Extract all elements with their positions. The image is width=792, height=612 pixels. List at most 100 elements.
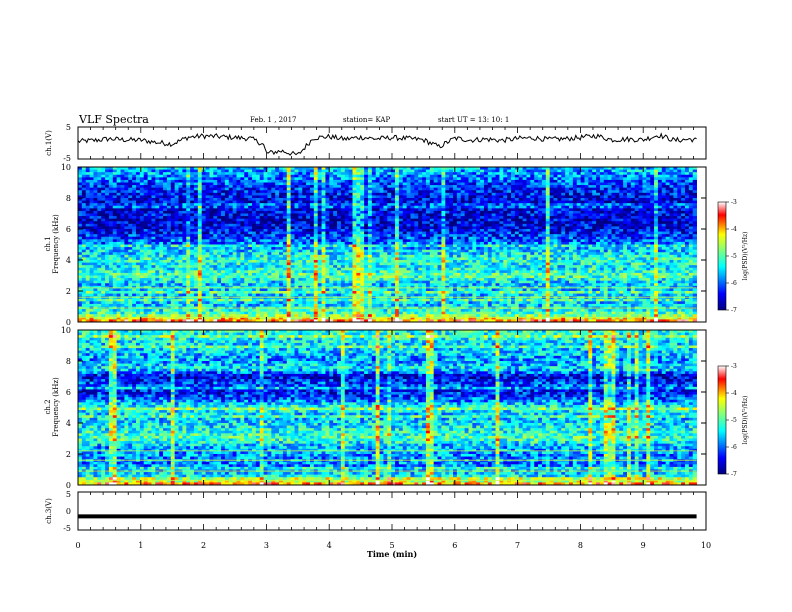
spectrogram-cell — [465, 185, 469, 188]
spectrogram-cell — [360, 175, 364, 178]
spectrogram-cell — [179, 201, 183, 204]
spectrogram-cell — [182, 190, 186, 193]
spectrogram-cell — [240, 221, 244, 224]
spectrogram-cell — [530, 180, 534, 183]
spectrogram-cell — [295, 208, 299, 211]
spectrogram-cell — [635, 224, 639, 227]
spectrogram-cell — [534, 185, 538, 188]
spectrogram-cell — [519, 206, 523, 209]
spectrogram-cell — [670, 172, 674, 175]
spectrogram-cell — [546, 206, 550, 209]
spectrogram-cell — [619, 242, 623, 245]
spectrogram-cell — [685, 232, 689, 235]
spectrogram-cell — [356, 206, 360, 209]
spectrogram-cell — [565, 208, 569, 211]
spectrogram-cell — [600, 216, 604, 219]
spectrogram-cell — [403, 211, 407, 214]
spectrogram-cell — [302, 177, 306, 180]
spectrogram-cell — [499, 190, 503, 193]
spectrogram-cell — [511, 175, 515, 178]
spectrogram-cell — [267, 245, 271, 248]
spectrogram-cell — [619, 170, 623, 173]
spectrogram-cell — [573, 242, 577, 245]
spectrogram-cell — [662, 198, 666, 201]
spectrogram-cell — [256, 180, 260, 183]
spectrogram-cell — [275, 175, 279, 178]
spectrogram-cell — [306, 208, 310, 211]
spectrogram-cell — [186, 206, 190, 209]
spectrogram-cell — [681, 203, 685, 206]
spectrogram-cell — [596, 172, 600, 175]
spectrogram-cell — [557, 221, 561, 224]
spectrogram-cell — [453, 214, 457, 217]
spectrogram-cell — [267, 188, 271, 191]
spectrogram-cell — [391, 201, 395, 204]
spectrogram-cell — [418, 175, 422, 178]
spectrogram-cell — [534, 232, 538, 235]
spectrogram-cell — [430, 226, 434, 229]
spectrogram-cell — [109, 239, 113, 242]
spectrogram-cell — [78, 211, 82, 214]
spectrogram-cell — [542, 180, 546, 183]
spectrogram-cell — [507, 193, 511, 196]
spectrogram-cell — [507, 216, 511, 219]
spectrogram-cell — [635, 208, 639, 211]
spectrogram-cell — [519, 224, 523, 227]
spectrogram-cell — [534, 203, 538, 206]
spectrogram-cell — [302, 190, 306, 193]
spectrogram-cell — [426, 226, 430, 229]
spectrogram-cell — [380, 177, 384, 180]
spectrogram-cell — [349, 219, 353, 222]
spectrogram-cell — [658, 234, 662, 237]
spectrogram-cell — [237, 234, 241, 237]
spectrogram-cell — [121, 206, 125, 209]
spectrogram-cell — [438, 237, 442, 240]
spectrogram-cell — [209, 188, 213, 191]
spectrogram-cell — [325, 195, 329, 198]
spectrogram-cell — [480, 201, 484, 204]
spectrogram-cell — [434, 195, 438, 198]
spectrogram-cell — [356, 193, 360, 196]
spectrogram-cell — [472, 219, 476, 222]
spectrogram-cell — [445, 188, 449, 191]
spectrogram-cell — [337, 206, 341, 209]
spectrogram-cell — [82, 214, 86, 217]
spectrogram-cell — [654, 229, 658, 232]
spectrogram-cell — [182, 239, 186, 242]
spectrogram-cell — [291, 224, 295, 227]
spectrogram-cell — [271, 221, 275, 224]
spectrogram-cell — [182, 214, 186, 217]
spectrogram-cell — [117, 172, 121, 175]
spectrogram-cell — [186, 229, 190, 232]
spectrogram-cell — [627, 188, 631, 191]
spectrogram-cell — [113, 229, 117, 232]
spectrogram-cell — [179, 193, 183, 196]
spectrogram-cell — [171, 232, 175, 235]
spectrogram-cell — [209, 221, 213, 224]
spectrogram-cell — [673, 239, 677, 242]
spectrogram-cell — [155, 195, 159, 198]
spectrogram-cell — [410, 242, 414, 245]
spectrogram-cell — [577, 216, 581, 219]
spectrogram-cell — [561, 216, 565, 219]
spectrogram-cell — [569, 239, 573, 242]
spectrogram-cell — [631, 195, 635, 198]
spectrogram-cell — [577, 188, 581, 191]
spectrogram-cell — [639, 206, 643, 209]
spectrogram-cell — [658, 229, 662, 232]
spectrogram-cell — [635, 226, 639, 229]
spectrogram-cell — [523, 203, 527, 206]
spectrogram-cell — [97, 226, 101, 229]
spectrogram-cell — [426, 216, 430, 219]
spectrogram-cell — [229, 224, 233, 227]
spectrogram-cell — [364, 206, 368, 209]
spectrogram-cell — [642, 193, 646, 196]
spectrogram-cell — [600, 172, 604, 175]
spectrogram-cell — [186, 198, 190, 201]
spectrogram-cell — [561, 185, 565, 188]
spectrogram-cell — [457, 201, 461, 204]
spectrogram-cell — [167, 206, 171, 209]
spectrogram-cell — [608, 224, 612, 227]
spectrogram-cell — [685, 172, 689, 175]
spectrogram-cell — [221, 242, 225, 245]
